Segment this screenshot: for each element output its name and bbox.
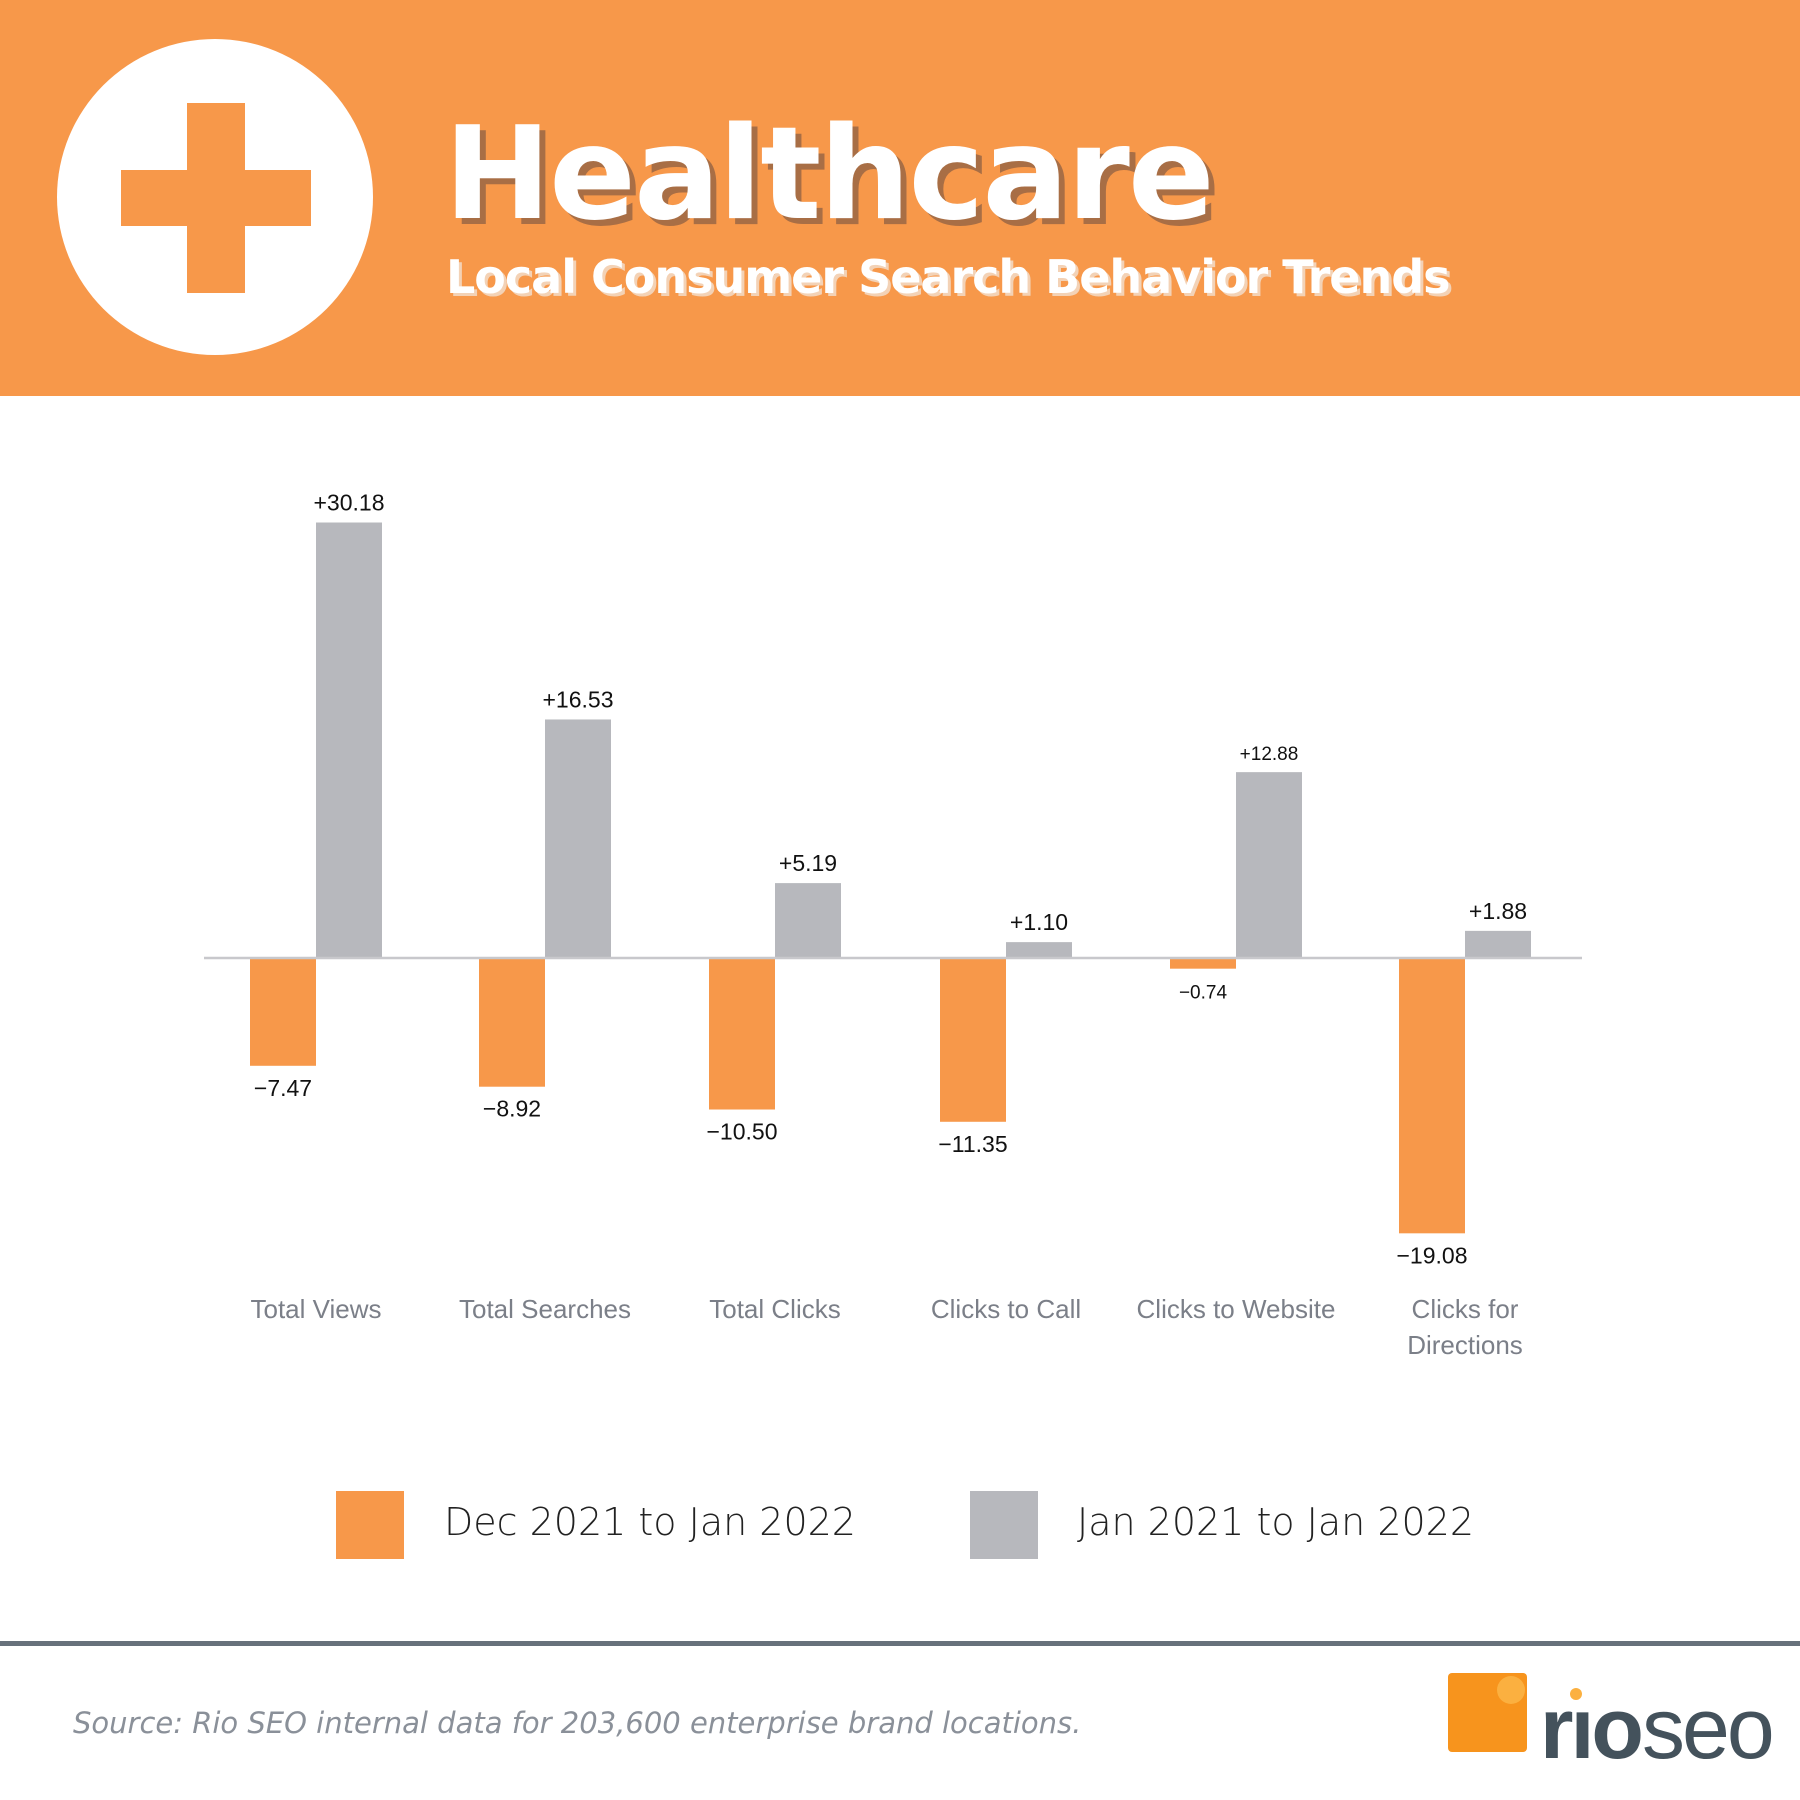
footer-divider [0,1641,1800,1646]
data-label: −10.50 [707,1119,778,1145]
header-banner: Healthcare Local Consumer Search Behavio… [0,0,1800,396]
data-label: +1.10 [1010,909,1068,935]
category-label: Clicks to Call [931,1294,1081,1324]
category-label: Total Searches [459,1294,631,1324]
page-subtitle: Local Consumer Search Behavior Trends [446,250,1451,304]
bar-dec2021 [250,958,316,1066]
bar-jan2021 [1236,772,1302,958]
data-label: −7.47 [254,1075,312,1101]
bar-dec2021 [940,958,1006,1122]
bar-chart: −7.47 +30.18 Total Views −8.92 +16.53 Total S… [204,490,1582,1360]
bar-jan2021 [545,719,611,958]
category-label: Total Views [250,1294,381,1324]
data-label: +5.19 [779,850,837,876]
data-label: +16.53 [543,686,614,712]
data-label: +1.88 [1469,898,1527,924]
data-label: −8.92 [483,1096,541,1122]
category-label: Clicks for [1412,1294,1519,1324]
bar-jan2021 [316,522,382,958]
legend-label-dec2021: Dec 2021 to Jan 2022 [444,1500,856,1544]
category-label: Clicks to Website [1137,1294,1336,1324]
data-label: +12.88 [1240,744,1299,765]
category-label: Total Clicks [709,1294,840,1324]
legend-label-jan2021: Jan 2021 to Jan 2022 [1077,1500,1475,1544]
medical-cross-icon [57,39,373,355]
data-label: +30.18 [314,490,385,516]
bar-dec2021 [1170,958,1236,969]
source-note: Source: Rio SEO internal data for 203,60… [73,1706,1082,1740]
category-label: Directions [1407,1330,1523,1360]
data-label: −0.74 [1179,983,1228,1004]
bar-jan2021 [1006,942,1072,958]
bar-dec2021 [709,958,775,1110]
bar-dec2021 [1399,958,1465,1234]
bar-jan2021 [1465,930,1531,958]
bar-jan2021 [775,883,841,958]
bar-dec2021 [479,958,545,1087]
data-label: −19.08 [1397,1242,1468,1268]
page-title: Healthcare [444,100,1215,249]
legend-swatch-jan2021 [970,1491,1038,1559]
legend-swatch-dec2021 [336,1491,404,1559]
data-label: −11.35 [938,1131,1007,1157]
